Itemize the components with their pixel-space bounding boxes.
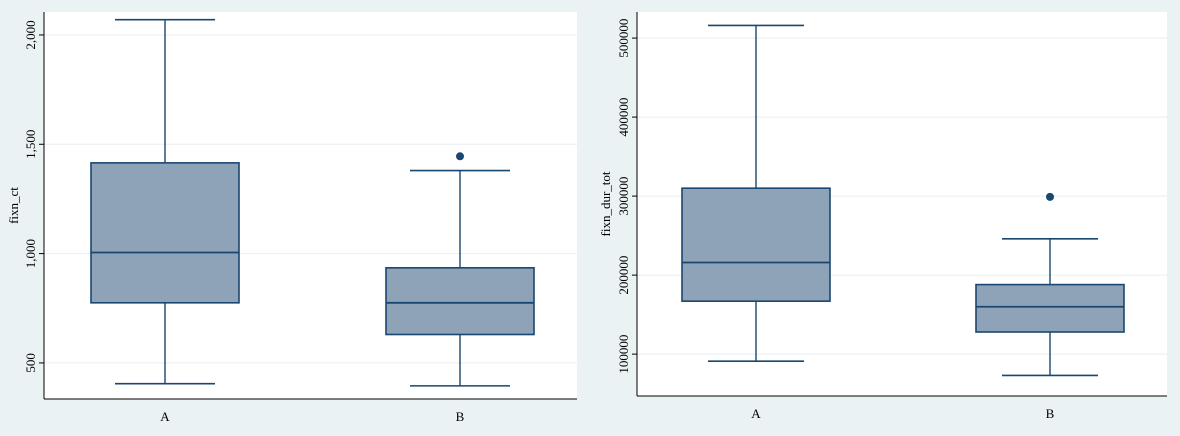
y-tick-label: 300000 [616, 177, 631, 216]
x-category-label: B [1046, 406, 1055, 421]
x-category-label: B [456, 409, 465, 424]
boxplot-fixn-ct-svg: 500 1,000 1,500 2,000 fixn_ct A B [6, 12, 577, 424]
y-axis-title: fixn_dur_tot [598, 171, 613, 236]
y-tick-label: 1,000 [23, 239, 38, 268]
outlier-point [1046, 192, 1054, 201]
y-tick-label: 100000 [616, 335, 631, 374]
boxplot-fixn-ct: 500 1,000 1,500 2,000 fixn_ct A B [6, 12, 577, 424]
boxplot-fixn-dur-tot: 100000 200000 300000 400000 500000 fixn_dur_t… [590, 0, 1180, 436]
y-tick-label: 500000 [616, 19, 631, 58]
box-A [681, 187, 831, 302]
y-tick-label: 500 [23, 353, 38, 373]
boxplot-fixn-dur-tot-svg: 100000 200000 300000 400000 500000 fixn_dur_t… [598, 12, 1167, 421]
y-tick-label: 2,000 [23, 20, 38, 49]
x-category-label: A [751, 406, 761, 421]
y-tick-label: 400000 [616, 98, 631, 137]
outlier-point [456, 152, 464, 161]
box-A [90, 162, 240, 304]
x-category-label: A [160, 409, 170, 424]
y-tick-label: 1,500 [23, 130, 38, 159]
y-axis-title: fixn_ct [6, 187, 21, 224]
box-B [385, 267, 535, 336]
box-B [975, 283, 1125, 333]
y-tick-label: 200000 [616, 256, 631, 295]
